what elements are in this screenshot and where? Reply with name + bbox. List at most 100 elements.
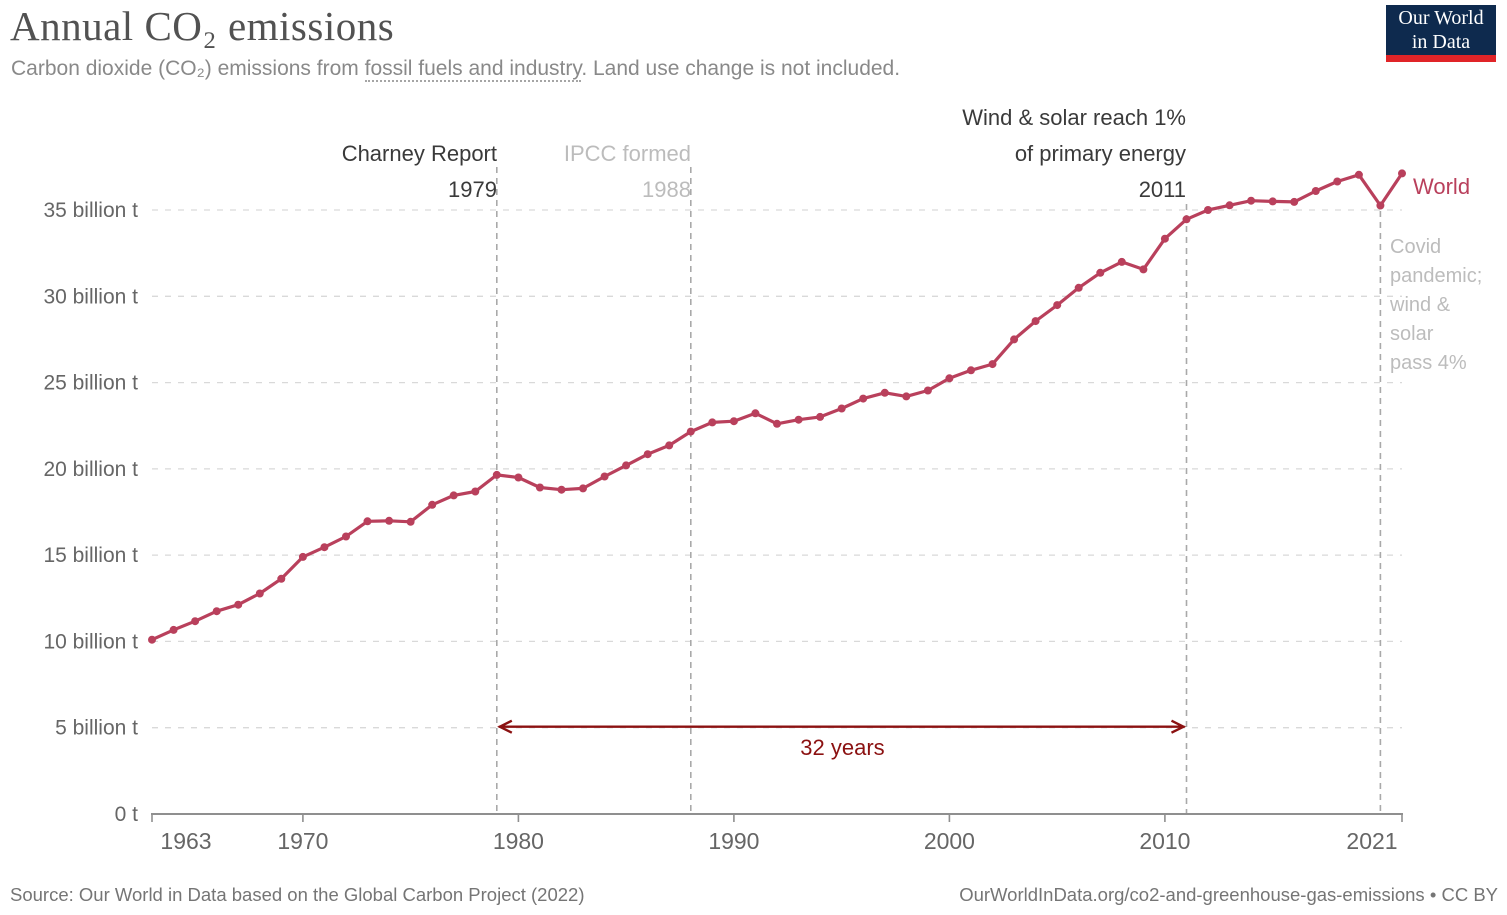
subtitle-link[interactable]: fossil fuels and industry [364,57,582,82]
data-point-2019[interactable] [1354,170,1363,179]
x-axis-tick-label: 2010 [1139,828,1190,854]
data-point-1979[interactable] [492,470,501,479]
data-point-1978[interactable] [471,487,480,496]
data-point-1987[interactable] [665,441,674,450]
data-point-1975[interactable] [406,517,415,526]
data-point-1974[interactable] [385,516,394,525]
data-point-1995[interactable] [837,404,846,413]
data-point-2017[interactable] [1311,187,1320,195]
data-point-1991[interactable] [751,409,760,418]
annotation-line: 1979 [448,177,497,202]
data-point-1969[interactable] [277,574,286,583]
annotation-line: IPCC formed [563,141,691,166]
span-arrow-label: 32 years [800,735,885,760]
data-point-1988[interactable] [686,427,695,436]
footer-links: OurWorldInData.org/co2-and-greenhouse-ga… [959,884,1498,906]
series-label-world[interactable]: World [1413,174,1471,199]
y-axis-tick-label: 30 billion t [43,285,138,308]
data-point-2007[interactable] [1096,268,1105,277]
license-label[interactable]: CC BY [1441,884,1498,905]
data-point-2012[interactable] [1204,206,1212,214]
data-point-2011[interactable] [1182,215,1191,224]
data-point-1964[interactable] [169,625,178,634]
data-point-1984[interactable] [600,472,609,481]
source-note: Source: Our World in Data based on the G… [10,884,585,905]
data-point-2021[interactable] [1398,169,1406,178]
data-point-1966[interactable] [212,607,221,616]
data-point-1976[interactable] [428,500,437,509]
y-axis-tick-label: 25 billion t [43,372,138,395]
data-point-1985[interactable] [622,461,631,470]
span-arrowhead-left [497,719,513,734]
data-point-2013[interactable] [1225,201,1234,210]
data-point-2001[interactable] [967,366,975,375]
data-point-2018[interactable] [1333,177,1342,186]
annotation-line: Wind & solar reach 1% [962,105,1186,130]
footer-url[interactable]: OurWorldInData.org/co2-and-greenhouse-ga… [959,884,1425,905]
footer-separator: • [1424,884,1442,905]
owid-logo[interactable]: Our World in Data [1386,5,1496,62]
annotation-line: Covid [1390,236,1442,258]
data-point-1997[interactable] [880,388,889,397]
data-point-1971[interactable] [320,543,329,552]
world-series-line[interactable] [151,172,1404,642]
y-axis-tick-label: 0 t [115,803,139,826]
annotation-line: pass 4% [1390,352,1467,374]
annotation-line: 1988 [642,177,691,202]
annotation-line: of primary energy [1014,141,1186,166]
span-arrowhead-right [1170,719,1187,734]
chart-subtitle: Carbon dioxide (CO₂) emissions from foss… [11,57,900,82]
data-point-1982[interactable] [557,485,566,494]
data-point-2005[interactable] [1053,301,1062,310]
data-point-1968[interactable] [255,589,264,598]
data-point-1981[interactable] [535,483,544,492]
x-axis-tick-label: 1990 [708,828,759,854]
charney-report-annotation: Charney Report 1979 [342,136,497,208]
data-point-2015[interactable] [1268,197,1277,206]
x-axis-tick-label: 2021 [1346,828,1397,854]
annotation-line: wind & [1390,294,1451,316]
annotation-line: Charney Report [341,141,497,166]
data-point-1989[interactable] [708,418,717,427]
x-axis-tick-label: 1963 [160,828,211,854]
data-point-1965[interactable] [191,617,200,626]
data-point-1963[interactable] [148,635,156,644]
y-axis-tick-label: 5 billion t [55,717,138,740]
data-point-2014[interactable] [1247,196,1256,205]
data-point-2000[interactable] [945,374,954,383]
data-point-2003[interactable] [1010,335,1019,344]
data-point-1967[interactable] [234,600,243,609]
data-point-1980[interactable] [514,473,523,482]
data-point-1973[interactable] [363,517,372,526]
x-axis-tick-label: 1980 [493,828,544,854]
data-point-2004[interactable] [1031,317,1040,326]
data-point-1986[interactable] [643,450,652,459]
y-axis-tick-label: 10 billion t [43,630,138,653]
data-point-2006[interactable] [1074,283,1083,292]
data-point-1996[interactable] [859,394,868,403]
data-point-1977[interactable] [449,491,458,500]
x-axis-tick-label: 2000 [924,828,975,854]
data-point-1972[interactable] [342,532,350,541]
data-point-1992[interactable] [773,419,781,428]
data-point-1990[interactable] [729,417,738,426]
owid-logo-line1: Our World [1398,7,1484,29]
data-point-1998[interactable] [902,392,911,401]
data-point-2002[interactable] [988,360,997,369]
data-point-2009[interactable] [1139,265,1148,274]
covid-pandemic-annotation: Covid pandemic; wind & solar pass 4% [1390,233,1507,378]
y-axis-tick-label: 20 billion t [43,458,138,481]
data-point-1970[interactable] [298,552,307,561]
data-point-2020[interactable] [1376,201,1385,210]
data-point-1999[interactable] [923,386,932,395]
data-point-2016[interactable] [1290,197,1299,206]
data-point-1994[interactable] [816,412,825,421]
page-title: Annual CO₂ emissions [10,3,395,49]
data-point-1983[interactable] [579,484,587,493]
annotation-line: pandemic; [1390,265,1483,287]
y-axis-tick-label: 35 billion t [43,199,138,222]
data-point-2008[interactable] [1117,257,1126,266]
data-point-1993[interactable] [794,415,803,424]
data-point-2010[interactable] [1160,234,1169,243]
